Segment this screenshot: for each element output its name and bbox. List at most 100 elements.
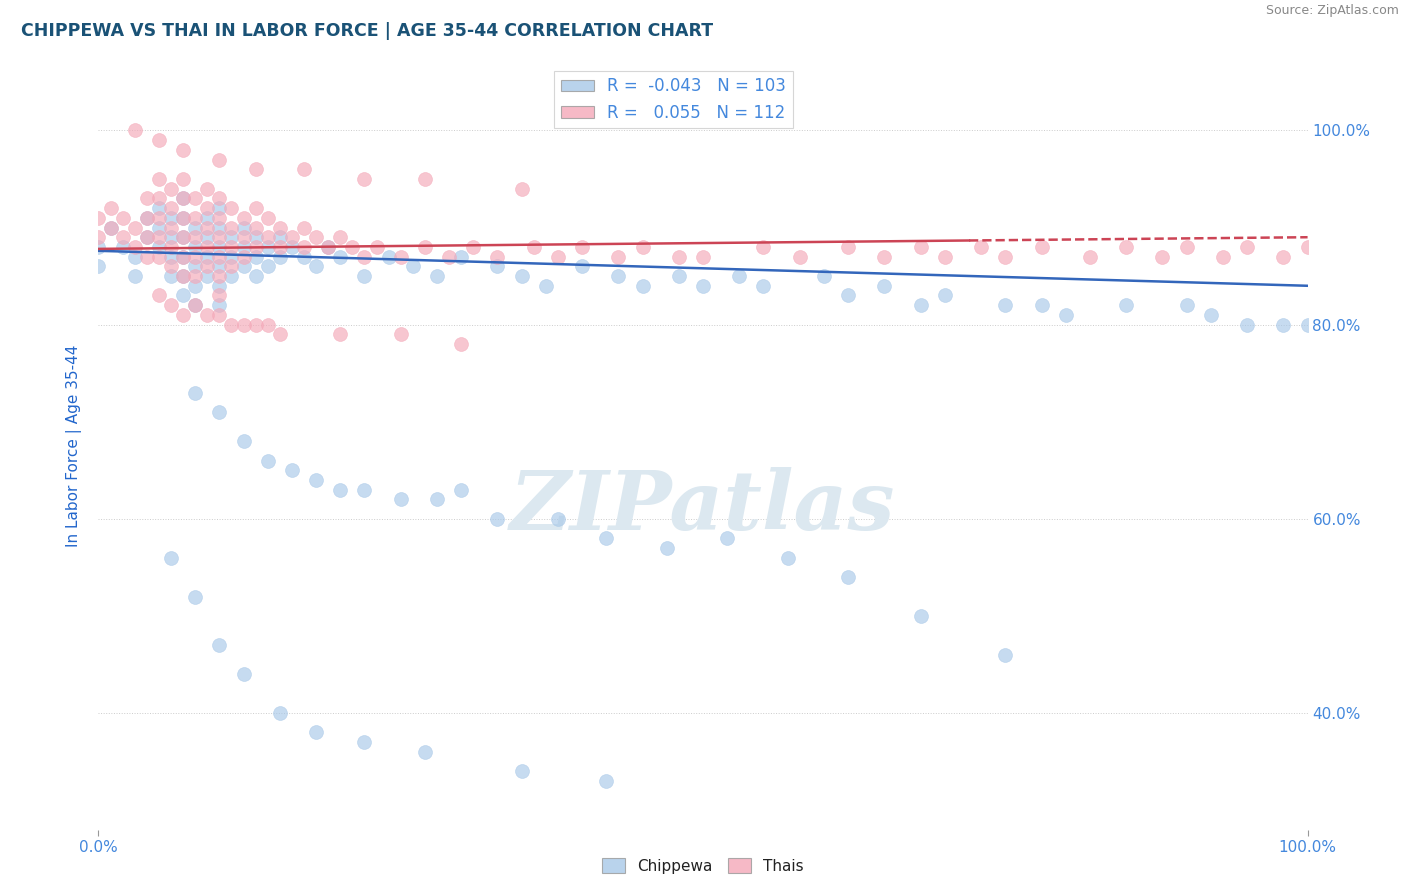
Point	[281, 240, 304, 254]
Point	[426, 268, 449, 283]
Point	[87, 260, 110, 274]
Point	[245, 318, 267, 332]
Text: ZIPatlas: ZIPatlas	[510, 467, 896, 548]
Point	[232, 211, 254, 225]
Point	[148, 250, 170, 264]
Point	[292, 220, 315, 235]
Point	[752, 278, 775, 293]
Point	[305, 725, 328, 739]
Point	[172, 308, 194, 322]
Point	[148, 230, 170, 244]
Text: CHIPPEWA VS THAI IN LABOR FORCE | AGE 35-44 CORRELATION CHART: CHIPPEWA VS THAI IN LABOR FORCE | AGE 35…	[21, 22, 713, 40]
Point	[837, 240, 859, 254]
Point	[873, 250, 896, 264]
Point	[571, 260, 593, 274]
Point	[245, 230, 267, 244]
Point	[100, 201, 122, 215]
Point	[172, 143, 194, 157]
Point	[232, 250, 254, 264]
Point	[256, 211, 278, 225]
Point	[135, 191, 157, 205]
Point	[994, 298, 1017, 312]
Point	[716, 531, 738, 545]
Point	[195, 308, 218, 322]
Point	[245, 220, 267, 235]
Point	[184, 240, 207, 254]
Point	[413, 240, 436, 254]
Point	[1078, 250, 1101, 264]
Point	[789, 250, 811, 264]
Point	[184, 211, 207, 225]
Point	[329, 250, 352, 264]
Point	[1031, 298, 1053, 312]
Point	[160, 250, 183, 264]
Point	[1054, 308, 1077, 322]
Point	[184, 191, 207, 205]
Point	[160, 182, 183, 196]
Point	[135, 211, 157, 225]
Point	[208, 298, 231, 312]
Point	[1296, 318, 1319, 332]
Point	[607, 268, 630, 283]
Point	[195, 268, 218, 283]
Point	[1115, 240, 1137, 254]
Point	[124, 268, 146, 283]
Point	[184, 230, 207, 244]
Point	[221, 268, 243, 283]
Point	[232, 318, 254, 332]
Point	[148, 133, 170, 147]
Point	[148, 288, 170, 302]
Point	[184, 278, 207, 293]
Point	[232, 240, 254, 254]
Point	[111, 230, 134, 244]
Point	[316, 240, 339, 254]
Point	[1272, 318, 1295, 332]
Point	[329, 483, 352, 497]
Point	[148, 191, 170, 205]
Point	[232, 434, 254, 449]
Point	[172, 211, 194, 225]
Point	[160, 220, 183, 235]
Point	[135, 230, 157, 244]
Point	[450, 250, 472, 264]
Point	[994, 250, 1017, 264]
Point	[269, 240, 291, 254]
Point	[172, 250, 194, 264]
Point	[135, 230, 157, 244]
Point	[292, 240, 315, 254]
Point	[160, 268, 183, 283]
Point	[124, 123, 146, 137]
Point	[389, 492, 412, 507]
Point	[221, 220, 243, 235]
Point	[342, 240, 364, 254]
Point	[208, 268, 231, 283]
Point	[534, 278, 557, 293]
Point	[208, 220, 231, 235]
Point	[184, 220, 207, 235]
Point	[631, 278, 654, 293]
Point	[510, 182, 533, 196]
Point	[305, 260, 328, 274]
Point	[172, 191, 194, 205]
Point	[148, 211, 170, 225]
Point	[402, 260, 425, 274]
Point	[366, 240, 388, 254]
Point	[910, 298, 932, 312]
Point	[994, 648, 1017, 662]
Point	[124, 250, 146, 264]
Point	[934, 250, 956, 264]
Point	[1272, 250, 1295, 264]
Point	[728, 268, 751, 283]
Point	[184, 590, 207, 604]
Point	[353, 172, 375, 186]
Point	[486, 512, 509, 526]
Point	[547, 512, 569, 526]
Point	[184, 298, 207, 312]
Point	[160, 211, 183, 225]
Point	[111, 211, 134, 225]
Point	[256, 260, 278, 274]
Point	[1236, 318, 1258, 332]
Point	[100, 220, 122, 235]
Legend: Chippewa, Thais: Chippewa, Thais	[596, 852, 810, 880]
Point	[873, 278, 896, 293]
